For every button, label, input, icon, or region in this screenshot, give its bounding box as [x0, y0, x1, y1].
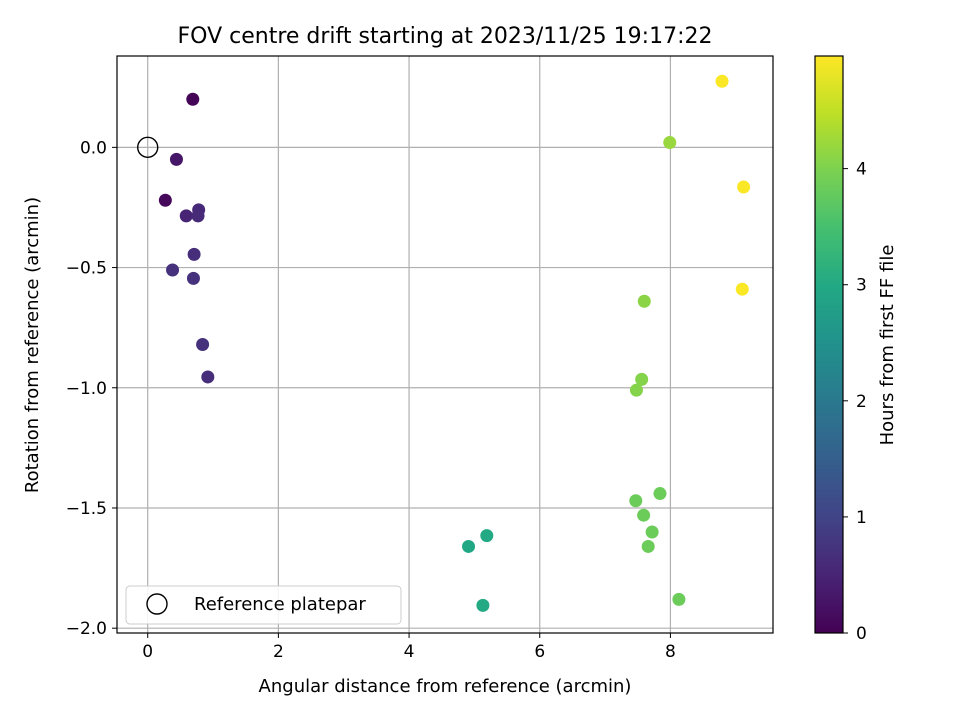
data-point: [735, 282, 749, 296]
data-point: [635, 372, 649, 386]
y-tick-label: −1.5: [66, 499, 107, 519]
data-point: [186, 271, 200, 285]
data-point: [201, 370, 215, 384]
data-point: [637, 294, 651, 308]
data-point: [663, 136, 677, 150]
y-tick-label: −2.0: [66, 619, 107, 639]
data-point: [158, 193, 172, 207]
reference-platepar-marker: [137, 136, 159, 159]
data-point: [196, 338, 210, 351]
data-point: [166, 263, 180, 277]
x-tick-label: 8: [665, 642, 676, 662]
data-point: [737, 180, 751, 194]
y-axis-ticks: 0.0 −0.5 −1.0 −1.5 −2.0: [66, 138, 117, 639]
data-points: [158, 74, 751, 612]
data-point: [462, 539, 476, 553]
x-tick-label: 0: [142, 642, 153, 662]
data-point: [629, 494, 643, 508]
x-axis-ticks: 0 2 4 6 8: [142, 633, 676, 662]
legend-reference-marker: [146, 593, 168, 615]
data-point: [186, 92, 200, 106]
reference-marker-group: [137, 136, 159, 159]
x-tick-label: 2: [273, 642, 284, 662]
y-tick-label: −0.5: [66, 259, 107, 279]
data-point: [480, 529, 494, 543]
legend-box: [125, 585, 402, 625]
data-point: [645, 525, 659, 539]
x-tick-label: 6: [534, 642, 545, 662]
data-point: [179, 209, 193, 223]
data-point: [637, 508, 651, 522]
data-point: [169, 152, 183, 166]
data-point: [476, 598, 490, 612]
colorbar-tick-label: 3: [856, 276, 867, 296]
data-point: [187, 247, 201, 261]
colorbar-tick-label: 2: [856, 392, 867, 412]
grid: [117, 56, 773, 633]
y-tick-label: −1.0: [66, 379, 107, 399]
x-tick-label: 4: [404, 642, 415, 662]
colorbar: 0 1 2 3 4 Hours from first FF file: [814, 55, 898, 644]
y-axis-label: Rotation from reference (arcmin): [22, 197, 43, 493]
chart-title: FOV centre drift starting at 2023/11/25 …: [178, 24, 713, 49]
plot-frame: [116, 55, 774, 634]
legend-label: Reference platepar: [194, 594, 366, 615]
x-axis-label: Angular distance from reference (arcmin): [259, 676, 632, 697]
colorbar-tick-label: 1: [856, 508, 867, 528]
data-point: [641, 539, 655, 553]
colorbar-tick-label: 0: [856, 624, 867, 644]
data-point: [715, 74, 729, 88]
data-point: [629, 383, 643, 397]
data-point: [191, 209, 205, 223]
colorbar-label: Hours from first FF file: [877, 245, 898, 446]
y-tick-label: 0.0: [80, 138, 107, 158]
colorbar-tick-label: 4: [856, 160, 867, 180]
colorbar-ticks: 0 1 2 3 4: [843, 160, 867, 644]
data-point: [672, 592, 686, 606]
legend: Reference platepar: [125, 585, 402, 625]
data-point: [653, 487, 667, 501]
colorbar-gradient: [814, 55, 844, 634]
